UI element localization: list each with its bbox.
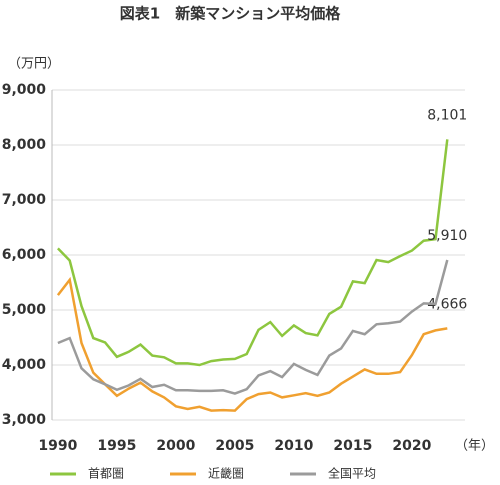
x-unit-label: （年） (455, 439, 494, 454)
value-label: 5,910 (427, 228, 467, 244)
x-tick-label: 2010 (274, 438, 313, 454)
y-tick-label: 9,000 (2, 82, 47, 98)
y-tick-label: 7,000 (2, 192, 47, 208)
series-line (56, 276, 448, 412)
y-unit-label: （万円） (8, 57, 60, 72)
y-tick-label: 6,000 (2, 247, 47, 263)
y-tick-label: 8,000 (2, 137, 47, 153)
x-tick-label: 1995 (97, 438, 136, 454)
series-line (57, 259, 449, 395)
x-tick-label: 2015 (333, 438, 372, 454)
x-tick-label: 2000 (156, 438, 195, 454)
x-tick-label: 1990 (38, 438, 77, 454)
legend-label: 近畿圏 (208, 467, 244, 481)
x-tick-label: 2005 (215, 438, 254, 454)
y-tick-label: 5,000 (2, 302, 47, 318)
legend-label: 全国平均 (328, 466, 376, 481)
chart-title: 図表1 新築マンション平均価格 (120, 5, 341, 23)
legend-label: 首都圏 (88, 467, 124, 481)
value-label: 8,101 (427, 107, 467, 123)
y-tick-label: 4,000 (2, 357, 47, 373)
y-tick-label: 3,000 (2, 412, 47, 428)
series-line (57, 139, 449, 367)
x-tick-label: 2020 (392, 438, 431, 454)
